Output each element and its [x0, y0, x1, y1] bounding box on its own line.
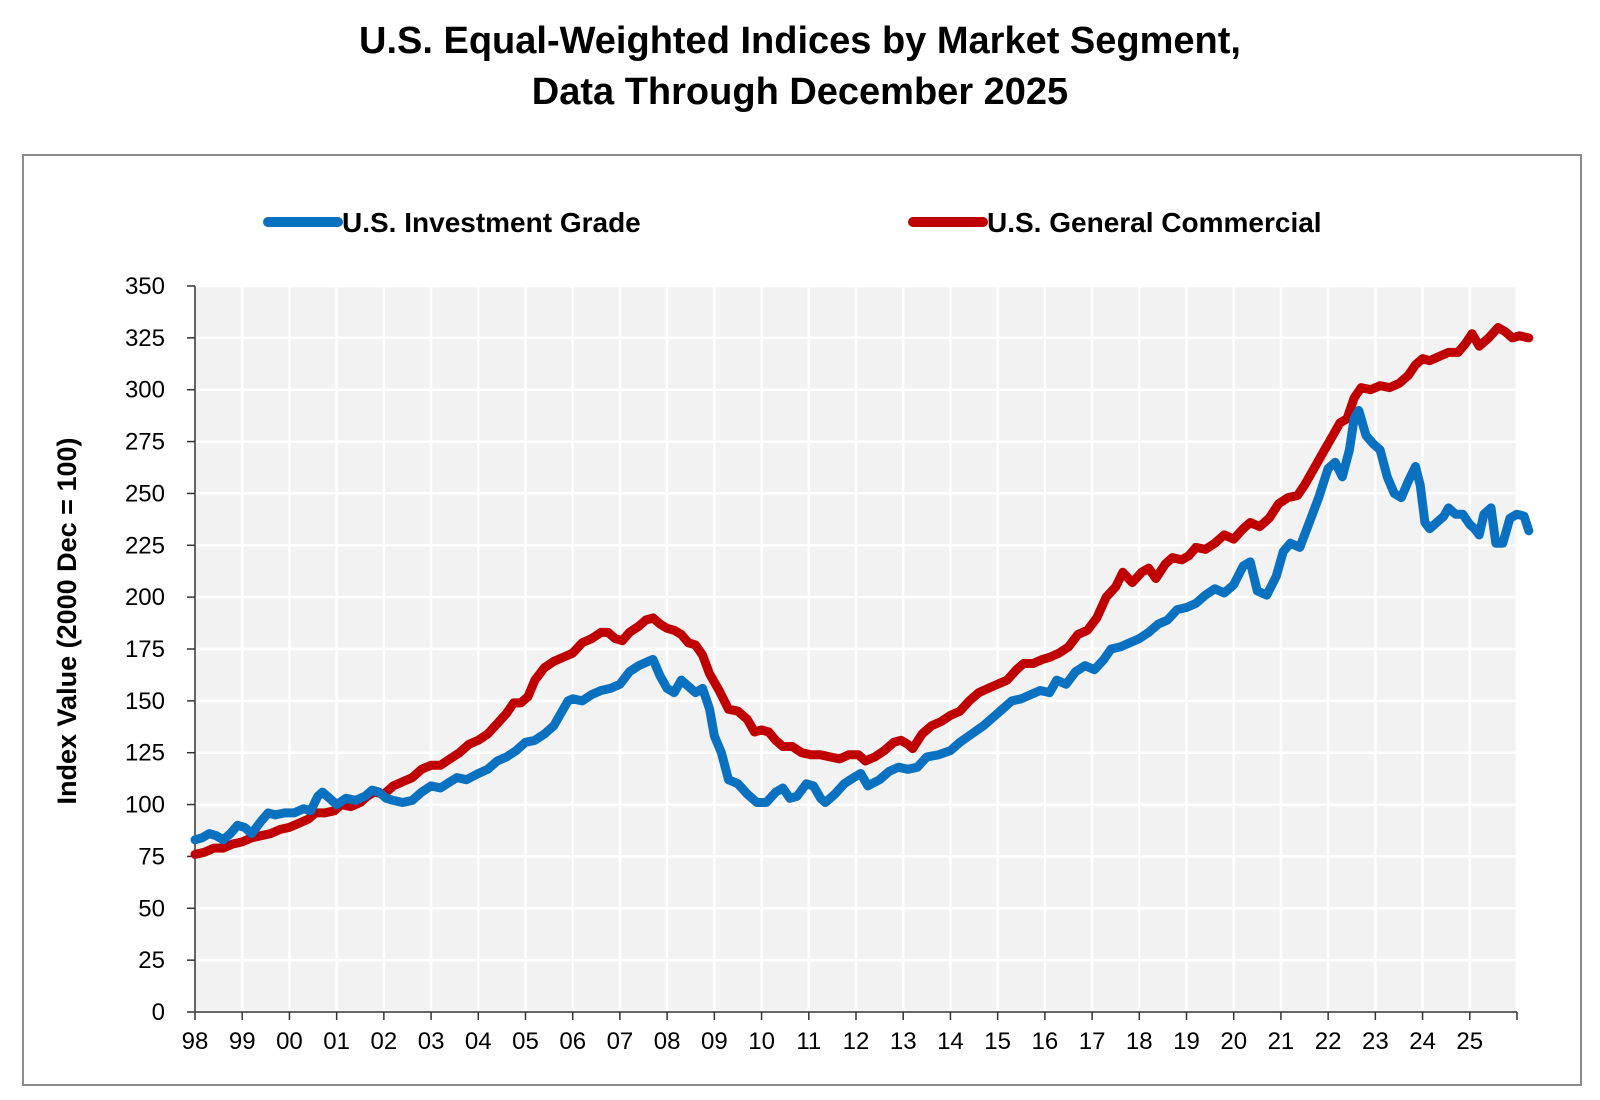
legend: U.S. Investment Grade U.S. General Commer… [263, 207, 1322, 238]
x-tick-label: 10 [748, 1028, 775, 1055]
x-tick-label: 24 [1409, 1028, 1436, 1055]
y-tick-label: 250 [125, 480, 165, 507]
x-tick-label: 13 [890, 1028, 917, 1055]
y-tick-label: 350 [125, 273, 165, 300]
x-tick-label: 06 [559, 1028, 586, 1055]
y-tick-label: 275 [125, 429, 165, 456]
legend-label: U.S. General Commercial [987, 207, 1322, 238]
x-tick-label: 98 [182, 1028, 209, 1055]
x-tick-label: 23 [1362, 1028, 1389, 1055]
x-tick-label: 14 [937, 1028, 964, 1055]
y-tick-label: 25 [138, 947, 165, 974]
x-tick-label: 08 [654, 1028, 681, 1055]
y-tick-label: 150 [125, 688, 165, 715]
y-tick-label: 100 [125, 792, 165, 819]
x-tick-label: 18 [1126, 1028, 1153, 1055]
x-tick-label: 01 [323, 1028, 350, 1055]
x-tick-label: 03 [418, 1028, 445, 1055]
chart-title-line1: U.S. Equal-Weighted Indices by Market Se… [359, 20, 1241, 62]
y-axis-label: Index Value (2000 Dec = 100) [52, 438, 82, 805]
axis-layer: 0255075100125150175200225250275300325350… [125, 273, 1518, 1055]
series-line-investment-grade [190, 406, 1534, 845]
y-tick-label: 0 [152, 999, 165, 1026]
series-line-general-commercial [190, 323, 1534, 859]
y-tick-label: 325 [125, 325, 165, 352]
x-tick-label: 16 [1032, 1028, 1059, 1055]
legend-label: U.S. Investment Grade [342, 207, 641, 238]
y-tick-label: 300 [125, 377, 165, 404]
x-tick-label: 09 [701, 1028, 728, 1055]
x-tick-label: 99 [229, 1028, 256, 1055]
x-tick-label: 07 [607, 1028, 634, 1055]
x-tick-label: 05 [512, 1028, 539, 1055]
x-tick-label: 02 [371, 1028, 398, 1055]
series-layer [190, 323, 1534, 859]
y-tick-label: 225 [125, 532, 165, 559]
y-tick-label: 125 [125, 740, 165, 767]
chart-title: U.S. Equal-Weighted Indices by Market Se… [0, 16, 1600, 118]
x-tick-label: 19 [1173, 1028, 1200, 1055]
x-tick-label: 00 [276, 1028, 303, 1055]
y-tick-label: 75 [138, 843, 165, 870]
chart-frame [22, 154, 1582, 1086]
x-tick-label: 22 [1315, 1028, 1342, 1055]
chart-title-line2: Data Through December 2025 [531, 71, 1069, 113]
x-tick-label: 25 [1456, 1028, 1483, 1055]
x-tick-label: 17 [1079, 1028, 1106, 1055]
x-tick-label: 11 [796, 1028, 821, 1055]
y-tick-label: 175 [125, 636, 165, 663]
x-tick-label: 04 [465, 1028, 492, 1055]
x-tick-label: 15 [984, 1028, 1011, 1055]
y-tick-label: 200 [125, 584, 165, 611]
x-tick-label: 20 [1220, 1028, 1247, 1055]
x-tick-label: 21 [1268, 1028, 1295, 1055]
x-tick-label: 12 [843, 1028, 870, 1055]
y-tick-label: 50 [138, 895, 165, 922]
